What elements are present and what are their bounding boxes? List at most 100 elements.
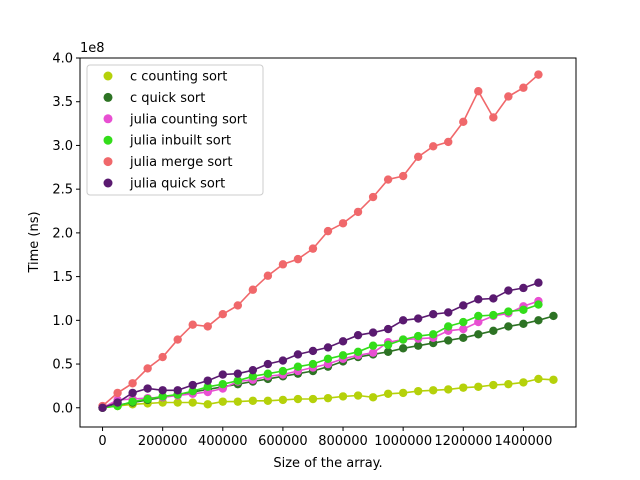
data-point-julia-quick-sort [519, 283, 528, 293]
legend-label: julia counting sort [129, 112, 247, 127]
y-tick-label: 1.5 [52, 270, 73, 285]
y-tick-label: 2.5 [52, 183, 73, 198]
data-point-julia-quick-sort [368, 328, 378, 337]
legend-label: c counting sort [130, 70, 227, 85]
y-tick-label: 2.0 [52, 226, 73, 241]
x-axis-ticks: 0 200000 400000 600000 800000 1000000 1200000 1… [98, 427, 552, 449]
data-point-c-quick-sort [519, 319, 528, 329]
y-tick-label: 0.5 [52, 358, 73, 373]
data-point-julia-merge-sort [504, 92, 513, 101]
data-point-julia-inbuilt-sort [323, 354, 333, 363]
data-point-c-counting-sort [368, 393, 378, 402]
data-point-julia-merge-sort [323, 226, 333, 236]
series-line-julia-inbuilt-sort [102, 303, 539, 409]
x-tick-label: 400000 [198, 434, 248, 449]
data-point-c-counting-sort [519, 378, 528, 387]
data-point-julia-counting-sort [459, 324, 468, 334]
x-tick-label: 600000 [258, 434, 308, 449]
data-point-julia-quick-sort [474, 295, 483, 304]
data-point-julia-merge-sort [143, 364, 152, 373]
data-point-julia-merge-sort [113, 388, 122, 398]
data-point-julia-inbuilt-sort [143, 394, 152, 404]
legend-label: julia inbuilt sort [129, 134, 231, 149]
data-point-julia-merge-sort [248, 285, 258, 294]
x-tick-label: 1400000 [494, 434, 552, 449]
data-point-julia-quick-sort [429, 310, 438, 319]
data-point-julia-inbuilt-sort [383, 340, 393, 350]
data-point-c-counting-sort [263, 396, 273, 405]
data-point-julia-inbuilt-sort [459, 317, 468, 327]
data-point-julia-quick-sort [308, 346, 318, 356]
data-point-c-counting-sort [474, 382, 483, 391]
data-point-julia-merge-sort [278, 260, 288, 269]
data-point-c-counting-sort [459, 383, 468, 392]
data-point-c-quick-sort [444, 336, 453, 345]
data-point-julia-inbuilt-sort [519, 305, 528, 315]
data-point-julia-inbuilt-sort [278, 366, 288, 376]
data-point-julia-inbuilt-sort [534, 300, 543, 309]
series-line-c-counting-sort [102, 378, 554, 409]
x-tick-label: 800000 [318, 434, 368, 449]
data-point-julia-quick-sort [113, 398, 122, 407]
data-point-c-counting-sort [398, 388, 408, 398]
data-point-julia-merge-sort [128, 379, 137, 388]
data-point-julia-inbuilt-sort [489, 310, 498, 320]
series-line-julia-quick-sort [102, 281, 539, 409]
data-point-julia-quick-sort [143, 384, 152, 393]
data-point-julia-merge-sort [459, 117, 468, 127]
x-tick-label: 1000000 [374, 434, 432, 449]
y-tick-label: 4.0 [52, 52, 73, 67]
data-point-c-quick-sort [489, 326, 498, 336]
x-tick-label: 200000 [138, 434, 188, 449]
data-point-julia-merge-sort [444, 137, 453, 147]
data-point-julia-quick-sort [489, 294, 498, 303]
data-point-julia-counting-sort [474, 317, 483, 327]
data-point-julia-quick-sort [338, 337, 348, 346]
data-point-c-counting-sort [248, 396, 258, 405]
series-line-julia-counting-sort [102, 300, 539, 409]
data-point-julia-merge-sort [338, 219, 348, 228]
plot-frame [79, 57, 577, 428]
data-point-julia-inbuilt-sort [293, 362, 303, 371]
legend-label: julia merge sort [129, 155, 233, 170]
data-point-julia-quick-sort [293, 350, 303, 359]
data-point-julia-merge-sort [308, 244, 318, 253]
data-point-c-counting-sort [413, 386, 423, 396]
data-point-julia-inbuilt-sort [188, 386, 197, 396]
data-point-julia-quick-sort [413, 314, 423, 323]
data-point-julia-inbuilt-sort [504, 307, 513, 316]
data-point-julia-merge-sort [368, 192, 378, 202]
data-point-julia-inbuilt-sort [338, 351, 348, 360]
y-axis-ticks: 0.0 0.5 1.0 1.5 2.0 2.5 3.0 3.5 4.0 [52, 52, 80, 416]
data-point-julia-inbuilt-sort [398, 335, 408, 344]
data-point-julia-merge-sort [383, 175, 393, 184]
data-point-c-counting-sort [338, 392, 348, 401]
data-point-julia-quick-sort [218, 370, 227, 379]
data-point-c-quick-sort [383, 347, 393, 357]
data-point-julia-merge-sort [188, 320, 197, 329]
data-point-julia-merge-sort [263, 271, 273, 280]
legend-label: julia quick sort [129, 177, 225, 192]
data-point-julia-counting-sort [368, 348, 378, 357]
data-point-julia-quick-sort [459, 301, 468, 310]
data-point-julia-quick-sort [278, 356, 288, 365]
data-point-julia-quick-sort [173, 386, 182, 395]
data-point-c-quick-sort [474, 330, 483, 339]
y-tick-label: 3.5 [52, 95, 73, 110]
data-point-julia-quick-sort [203, 376, 212, 385]
legend-box [86, 64, 264, 196]
data-point-julia-merge-sort [233, 301, 243, 310]
data-point-julia-merge-sort [474, 87, 483, 96]
data-point-c-quick-sort [534, 316, 543, 325]
data-point-c-counting-sort [534, 374, 543, 384]
x-tick-label: 0 [98, 434, 106, 449]
y-tick-label: 0.0 [52, 401, 73, 416]
data-point-julia-quick-sort [248, 365, 258, 375]
data-point-c-counting-sort [173, 398, 182, 407]
data-point-c-quick-sort [413, 341, 423, 350]
data-point-c-quick-sort [549, 311, 558, 321]
data-point-julia-quick-sort [158, 386, 167, 395]
data-point-julia-inbuilt-sort [413, 331, 423, 341]
data-point-c-counting-sort [188, 398, 197, 407]
